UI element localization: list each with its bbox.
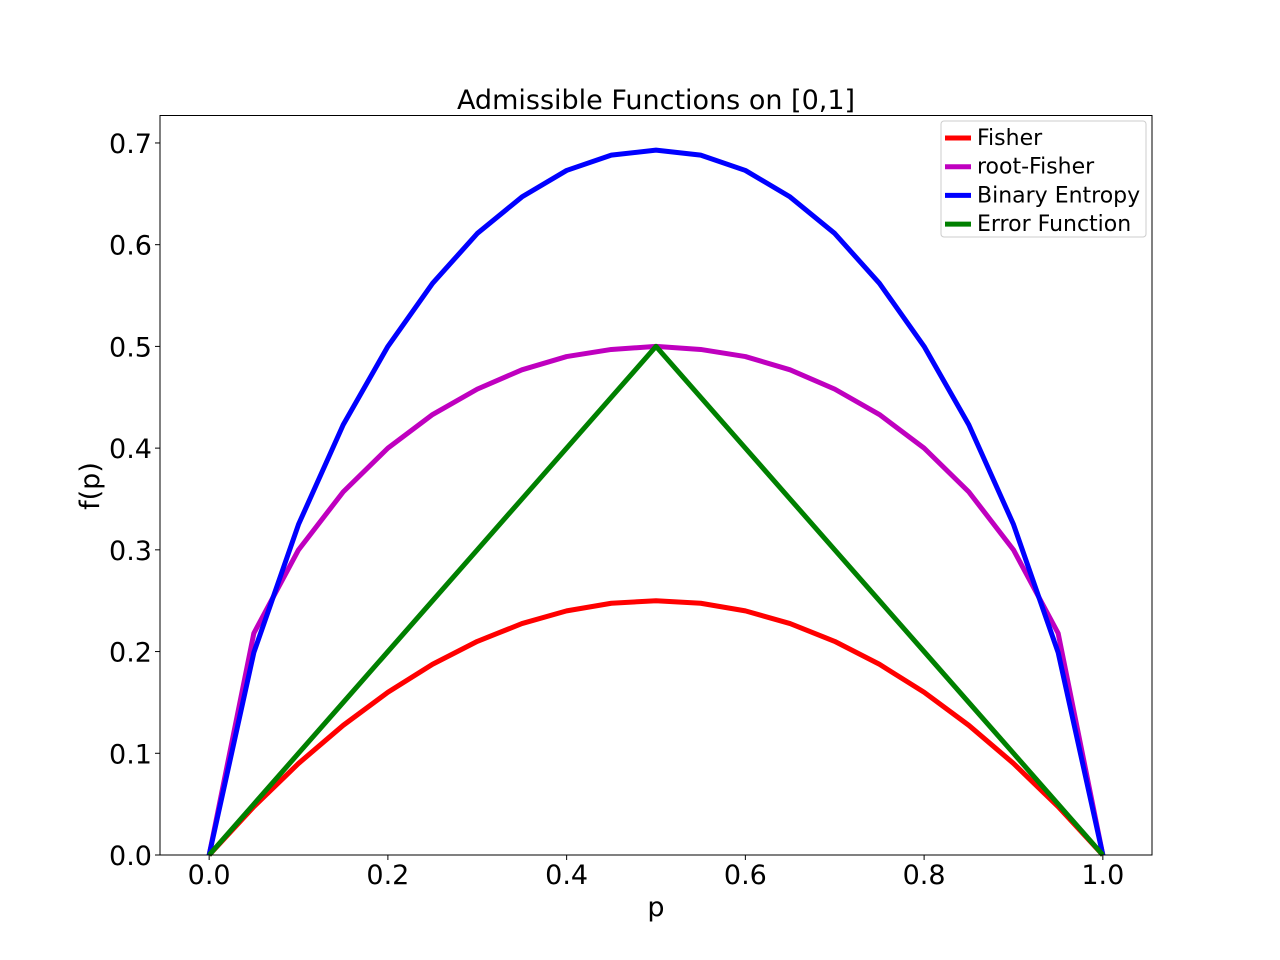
y-tick-label: 0.7 [109,129,152,160]
x-tick-label: 0.4 [545,860,588,891]
x-axis-label: p [647,892,664,923]
y-tick-label: 0.4 [109,434,152,465]
y-axis: 0.0 0.1 0.2 0.3 0.4 0.5 0.6 0.7 [109,129,160,872]
chart-title: Admissible Functions on [0,1] [457,85,855,116]
x-tick-label: 0.2 [366,860,409,891]
plot-frame [159,115,1153,856]
y-tick-label: 0.2 [109,638,152,669]
y-tick-label: 0.6 [109,231,152,262]
y-tick-label: 0.3 [109,536,152,567]
x-tick-label: 0.8 [903,860,946,891]
x-tick-label: 0.6 [724,860,767,891]
legend-box [940,120,1147,238]
y-tick-label: 0.5 [109,332,152,363]
y-axis-label: f(p) [75,462,106,510]
legend-label: Binary Entropy [977,183,1140,208]
y-tick-label: 0.1 [109,739,152,770]
series-line-binary-entropy [206,147,1106,856]
legend-label: Fisher [977,126,1043,151]
legend-label: Error Function [977,212,1131,237]
x-axis: 0.0 0.2 0.4 0.6 0.8 1.0 [188,855,1124,891]
series-line-error-function [207,343,1105,857]
x-tick-label: 0.0 [188,860,231,891]
x-tick-label: 1.0 [1081,860,1124,891]
y-tick-label: 0.0 [109,841,152,872]
series-layer [206,147,1106,857]
series-line-fisher [207,598,1105,857]
legend: Fisher root-Fisher Binary Entropy Error Fun… [940,120,1147,238]
legend-label: root-Fisher [977,155,1095,180]
